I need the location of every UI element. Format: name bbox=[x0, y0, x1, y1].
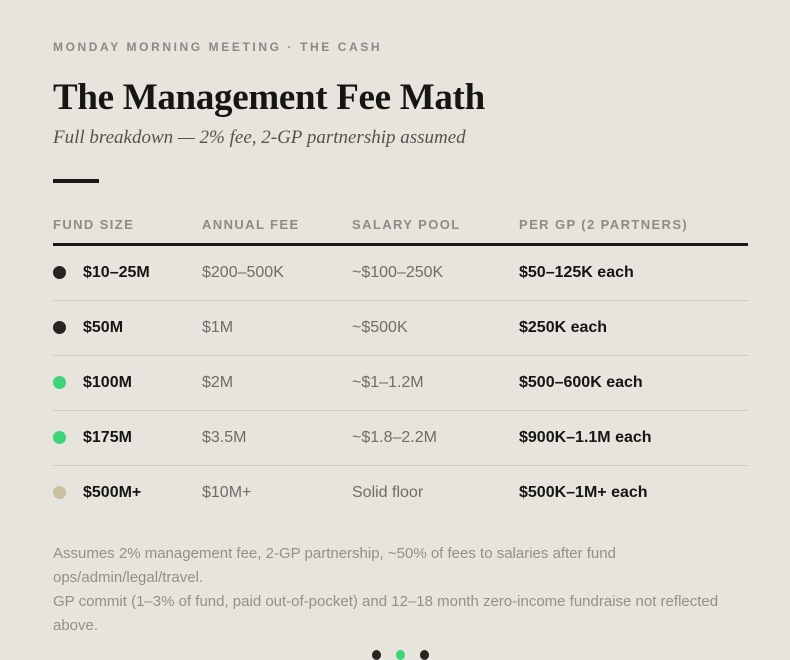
salary-pool-value: ~$1.8–2.2M bbox=[352, 428, 437, 446]
page-dot-3[interactable] bbox=[420, 649, 429, 660]
table-row: $50M $1M ~$500K $250K each bbox=[53, 301, 748, 356]
fund-size-value: $100M bbox=[83, 373, 132, 391]
assumptions-note-line2: GP commit (1–3% of fund, paid out-of-poc… bbox=[53, 592, 719, 634]
column-header-per-gp: PER GP (2 PARTNERS) bbox=[519, 216, 689, 232]
carousel-pagination bbox=[53, 649, 748, 660]
table-row: $500M+ $10M+ Solid floor $500K–1M+ each bbox=[53, 466, 748, 520]
page-title: The Management Fee Math bbox=[53, 77, 485, 118]
slide: MONDAY MORNING MEETING · THE CASH The Ma… bbox=[53, 40, 748, 660]
annual-fee-value: $10M+ bbox=[202, 483, 252, 501]
page-dot-2-active[interactable] bbox=[396, 649, 405, 660]
annual-fee-value: $2M bbox=[202, 373, 234, 391]
per-gp-value: $50–125K each bbox=[519, 263, 634, 281]
fund-tier-dot-icon bbox=[53, 321, 66, 335]
column-header-annual-fee: ANNUAL FEE bbox=[202, 216, 300, 232]
fund-size-value: $500M+ bbox=[83, 483, 142, 501]
fee-table: FUND SIZE ANNUAL FEE SALARY POOL PER GP … bbox=[53, 217, 748, 520]
annual-fee-value: $200–500K bbox=[202, 263, 284, 281]
table-header-row: FUND SIZE ANNUAL FEE SALARY POOL PER GP … bbox=[53, 217, 748, 246]
salary-pool-value: ~$100–250K bbox=[352, 263, 444, 281]
table-row: $175M $3.5M ~$1.8–2.2M $900K–1.1M each bbox=[53, 411, 748, 466]
eyebrow: MONDAY MORNING MEETING · THE CASH bbox=[53, 40, 383, 54]
subtitle: Full breakdown — 2% fee, 2-GP partnershi… bbox=[53, 126, 466, 148]
per-gp-value: $500K–1M+ each bbox=[519, 483, 648, 501]
fund-size-value: $10–25M bbox=[83, 263, 150, 281]
fund-tier-dot-icon bbox=[53, 376, 66, 390]
fund-size-value: $175M bbox=[83, 428, 132, 446]
page-dot-1[interactable] bbox=[372, 649, 381, 660]
fund-tier-dot-icon bbox=[53, 431, 66, 445]
column-header-fund-size: FUND SIZE bbox=[53, 216, 135, 232]
annual-fee-value: $1M bbox=[202, 318, 234, 336]
fund-size-value: $50M bbox=[83, 318, 124, 336]
table-row: $100M $2M ~$1–1.2M $500–600K each bbox=[53, 356, 748, 411]
assumptions-note-line1: Assumes 2% management fee, 2-GP partners… bbox=[53, 544, 616, 586]
per-gp-value: $900K–1.1M each bbox=[519, 428, 652, 446]
assumptions-note: Assumes 2% management fee, 2-GP partners… bbox=[53, 542, 748, 638]
column-header-salary-pool: SALARY POOL bbox=[352, 216, 461, 232]
per-gp-value: $500–600K each bbox=[519, 373, 643, 391]
table-row: $10–25M $200–500K ~$100–250K $50–125K ea… bbox=[53, 246, 748, 301]
salary-pool-value: ~$1–1.2M bbox=[352, 373, 424, 391]
salary-pool-value: ~$500K bbox=[352, 318, 408, 336]
fund-tier-dot-icon bbox=[53, 266, 66, 280]
annual-fee-value: $3.5M bbox=[202, 428, 247, 446]
salary-pool-value: Solid floor bbox=[352, 483, 424, 501]
per-gp-value: $250K each bbox=[519, 318, 608, 336]
fund-tier-dot-icon bbox=[53, 486, 66, 500]
divider-dash bbox=[53, 178, 99, 183]
